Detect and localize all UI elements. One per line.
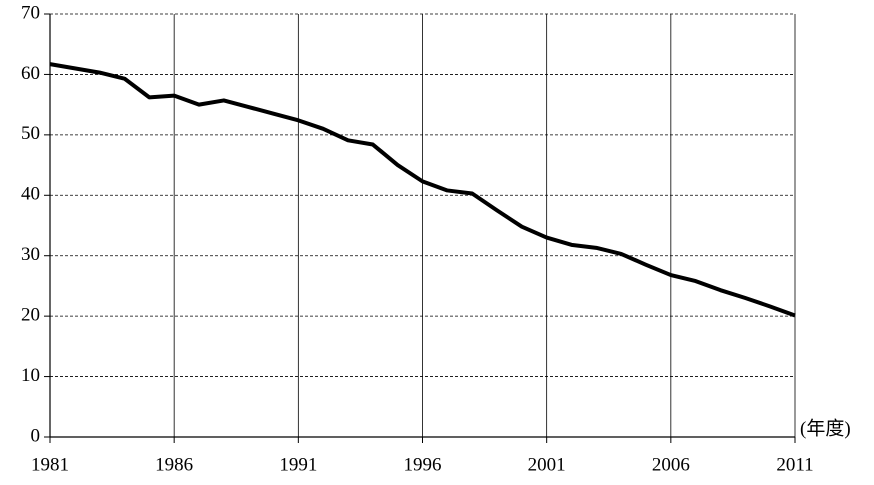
y-tick-label: 50	[21, 123, 40, 144]
y-tick-label: 20	[21, 305, 40, 326]
x-tick-label: 2006	[652, 454, 690, 475]
y-tick-label: 60	[21, 63, 40, 84]
y-tick-label: 10	[21, 365, 40, 386]
x-tick-label: 2001	[528, 454, 566, 475]
x-tick-label: 1986	[155, 454, 193, 475]
y-tick-label: 0	[31, 425, 41, 446]
x-tick-label: 1981	[31, 454, 69, 475]
x-tick-label: 2011	[776, 454, 813, 475]
x-tick-label: 1996	[404, 454, 442, 475]
x-tick-label: 1991	[279, 454, 317, 475]
y-tick-label: 30	[21, 244, 40, 265]
y-tick-label: 70	[21, 2, 40, 23]
data-line	[49, 62, 796, 318]
x-axis-label: (年度)	[800, 417, 851, 439]
y-tick-label: 40	[21, 184, 40, 205]
